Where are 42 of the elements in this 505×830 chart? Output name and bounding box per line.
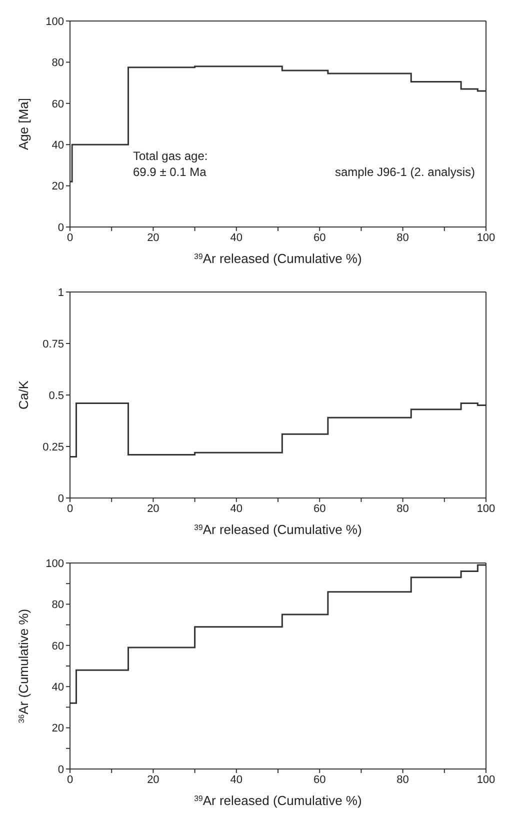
y-axis-title: Age [Ma] (16, 98, 31, 150)
x-tick-label: 60 (313, 774, 326, 786)
x-tick-label: 0 (66, 774, 74, 786)
y-tick-label: 20 (52, 180, 64, 193)
x-tick-label: 100 (476, 232, 496, 244)
x-tick-label: 0 (66, 232, 74, 244)
x-tick-label: 60 (313, 502, 326, 515)
x-tick-label: 100 (476, 502, 496, 515)
x-tick-label: 80 (396, 502, 409, 515)
y-tick-label: 60 (52, 640, 64, 652)
x-tick-label: 20 (147, 774, 160, 786)
y-tick-label: 0.5 (48, 390, 64, 402)
x-tick-label: 20 (147, 502, 160, 515)
y-axis-title: Ca/K (16, 380, 31, 410)
x-tick-label: 100 (476, 774, 496, 786)
x-tick-label: 0 (66, 502, 74, 515)
y-tick-label: 60 (52, 98, 64, 110)
y-tick-label: 0 (58, 764, 64, 776)
x-tick-label: 40 (230, 232, 243, 244)
y-tick-label: 40 (52, 140, 64, 152)
y-tick-label: 80 (52, 599, 64, 612)
x-tick-label: 40 (230, 774, 243, 786)
y-tick-label: 40 (52, 682, 64, 694)
annotation: Total gas age: 69.9 ± 0.1 Ma (133, 148, 208, 180)
x-axis-title: $^{39}$Ar released (Cumulative %) (194, 793, 362, 808)
y-tick-label: 20 (52, 722, 64, 735)
y-tick-label: 0 (58, 222, 64, 234)
x-tick-label: 20 (147, 232, 160, 244)
x-tick-label: 60 (313, 232, 326, 244)
annotation: sample J96-1 (2. analysis) (334, 164, 475, 180)
x-tick-label: 80 (396, 774, 409, 786)
x-tick-label: 80 (396, 232, 409, 244)
x-axis-title: $^{39}$Ar released (Cumulative %) (194, 522, 362, 537)
y-tick-label: 0.75 (42, 338, 64, 350)
y-tick-label: 100 (46, 558, 64, 570)
y-tick-label: 80 (52, 57, 64, 70)
x-tick-label: 40 (230, 502, 243, 515)
x-axis-title: $^{39}$Ar released (Cumulative %) (194, 251, 362, 266)
y-tick-label: 1 (58, 286, 64, 299)
y-tick-label: 0.25 (42, 441, 64, 454)
y-tick-label: 0 (58, 492, 64, 505)
y-tick-label: 100 (46, 16, 64, 28)
